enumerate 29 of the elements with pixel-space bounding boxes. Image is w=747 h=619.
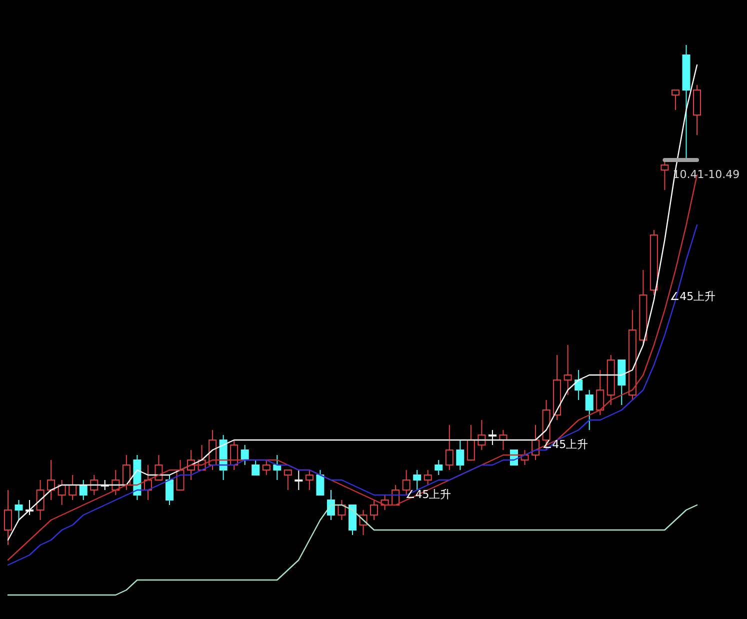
candlestick [445, 424, 454, 470]
candlestick [122, 454, 130, 490]
candlestick [47, 460, 56, 500]
candlestick [682, 44, 690, 160]
candlestick [564, 344, 572, 396]
candlestick [36, 480, 44, 520]
candlestick [413, 470, 422, 490]
candlestick [478, 420, 486, 450]
candlestick [14, 500, 23, 520]
candlestick [219, 434, 228, 480]
candlestick [68, 474, 77, 500]
candlestick [294, 470, 303, 490]
candlestick [606, 354, 615, 406]
candlestick [79, 480, 88, 500]
candlestick [90, 474, 98, 496]
candlestick [240, 444, 249, 466]
candlestick [4, 490, 12, 546]
candlestick [326, 490, 335, 520]
candlestick [273, 454, 282, 480]
candlestick [338, 500, 346, 520]
candlestick [434, 460, 443, 476]
candlestick [574, 370, 583, 400]
candlestick [585, 390, 594, 430]
candlestick [488, 430, 496, 446]
candlestick [693, 84, 701, 136]
candlestick [650, 230, 658, 296]
candlestick [553, 354, 562, 420]
candlestick [58, 480, 66, 506]
candlestick [456, 440, 464, 470]
